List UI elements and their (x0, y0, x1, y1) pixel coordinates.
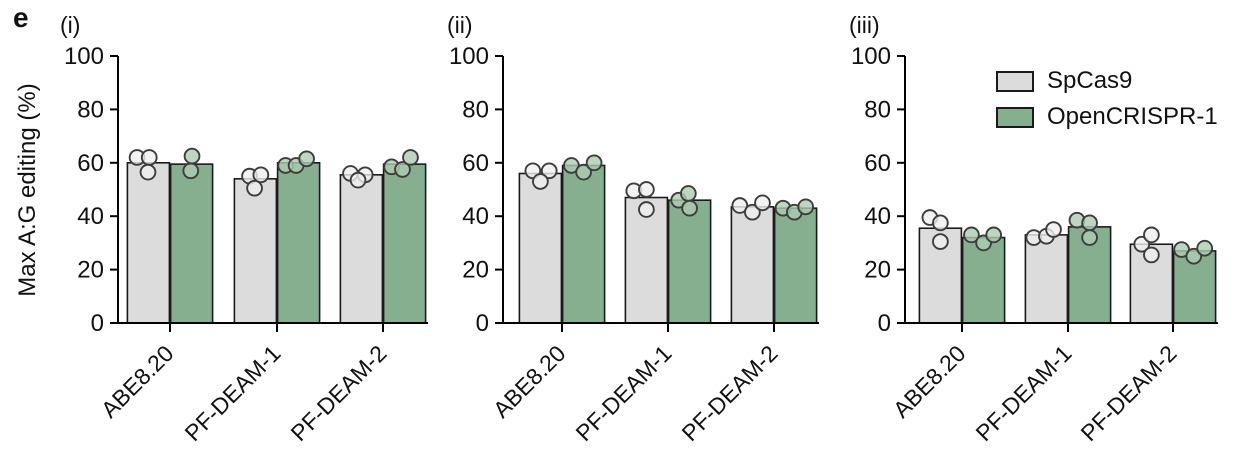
data-point (1185, 247, 1203, 265)
figure-letter: e (13, 2, 29, 33)
bar-OpenCRISPR-1-PF-DEAM-2 (773, 207, 818, 324)
bar-SpCas9-PF-DEAM-2 (339, 174, 384, 324)
x-category-label: PF-DEAM-1 (180, 340, 286, 446)
data-point (1143, 246, 1160, 264)
bar-SpCas9-ABE8.20 (126, 162, 171, 324)
data-point (540, 162, 558, 180)
data-point (1081, 229, 1098, 246)
y-tick-label: 40 (77, 203, 104, 230)
y-tick-label: 60 (864, 150, 891, 177)
data-point (932, 233, 949, 250)
data-point (1045, 221, 1062, 238)
x-category-label: PF-DEAM-2 (286, 340, 392, 446)
x-category-label: ABE8.20 (96, 340, 179, 423)
y-tick-label: 100 (851, 43, 891, 70)
y-tick-label: 60 (462, 150, 489, 177)
data-point (679, 185, 697, 202)
bar-OpenCRISPR-1-ABE8.20 (961, 236, 1006, 324)
data-point (963, 226, 980, 244)
panel-label-ii: (ii) (447, 12, 473, 38)
data-point (638, 201, 655, 218)
x-category-label: PF-DEAM-1 (971, 340, 1077, 446)
y-tick-label: 40 (864, 203, 891, 230)
y-tick-label: 0 (878, 310, 891, 337)
data-point (394, 161, 411, 178)
data-point (183, 147, 201, 165)
y-tick-label: 60 (77, 150, 104, 177)
bar-SpCas9-ABE8.20 (518, 172, 563, 324)
data-point (402, 149, 419, 166)
data-point (575, 163, 592, 181)
data-point (744, 203, 761, 221)
data-point (797, 198, 815, 216)
y-tick-label: 40 (462, 203, 489, 230)
data-point (182, 162, 200, 180)
data-point (298, 150, 315, 168)
x-category-label: ABE8.20 (488, 340, 571, 423)
y-tick-label: 100 (449, 43, 489, 70)
y-tick-label: 0 (91, 310, 104, 337)
data-point (532, 173, 549, 190)
data-point (252, 166, 270, 184)
data-point (681, 199, 698, 217)
y-tick-label: 80 (77, 96, 104, 123)
panel-i: 0 20 40 60 80 100 ABE8.20 PF-DEAM-1 PF-DEAM-2 (64, 43, 428, 446)
x-category-label: PF-DEAM-2 (1076, 340, 1182, 446)
y-tick-label: 0 (476, 310, 489, 337)
bar-OpenCRISPR-1-PF-DEAM-1 (276, 162, 321, 324)
data-point (246, 179, 263, 197)
legend-swatch-spcas9 (996, 70, 1034, 92)
legend-label-spcas9: SpCas9 (1047, 67, 1133, 94)
x-category-label: PF-DEAM-1 (571, 340, 677, 446)
y-tick-label: 20 (864, 257, 891, 284)
data-point (139, 163, 157, 181)
bar-OpenCRISPR-1-PF-DEAM-2 (382, 163, 427, 324)
legend-label-opencrispr-1: OpenCRISPR-1 (1047, 103, 1218, 130)
data-point (1143, 226, 1160, 244)
x-category-label: ABE8.20 (888, 340, 971, 423)
data-point (1196, 239, 1214, 257)
bar-SpCas9-PF-DEAM-1 (624, 196, 669, 324)
legend-swatch-opencrispr-1 (996, 106, 1034, 128)
x-category-label: PF-DEAM-2 (677, 340, 783, 446)
y-tick-label: 100 (64, 43, 104, 70)
panel-label-iii: (iii) (849, 12, 880, 38)
y-tick-label: 80 (462, 96, 489, 123)
y-tick-label: 20 (462, 257, 489, 284)
data-point (754, 194, 771, 212)
panel-ii: 0 20 40 60 80 100 ABE8.20 PF-DEAM-1 PF-DEAM-2 (449, 43, 819, 446)
bar-SpCas9-PF-DEAM-2 (730, 206, 775, 324)
data-point (140, 149, 158, 166)
data-point (731, 197, 749, 214)
bar-OpenCRISPR-1-ABE8.20 (169, 163, 214, 324)
panel-label-i: (i) (60, 12, 81, 38)
y-axis-title: Max A:G editing (%) (14, 83, 41, 297)
bar-OpenCRISPR-1-PF-DEAM-1 (667, 199, 712, 324)
bar-OpenCRISPR-1-ABE8.20 (561, 164, 606, 324)
data-point (932, 214, 949, 232)
y-tick-label: 80 (864, 96, 891, 123)
data-point (585, 154, 603, 172)
data-point (638, 181, 655, 198)
y-tick-label: 20 (77, 257, 104, 284)
bar-SpCas9-PF-DEAM-1 (233, 178, 278, 324)
legend-item-spcas9: SpCas9 (996, 69, 1218, 93)
data-point (349, 171, 367, 189)
legend: SpCas9 OpenCRISPR-1 (996, 69, 1218, 129)
legend-item-opencrispr-1: OpenCRISPR-1 (996, 105, 1218, 129)
data-point (985, 226, 1003, 244)
data-point (1081, 214, 1098, 232)
bar-SpCas9-PF-DEAM-1 (1024, 234, 1069, 324)
